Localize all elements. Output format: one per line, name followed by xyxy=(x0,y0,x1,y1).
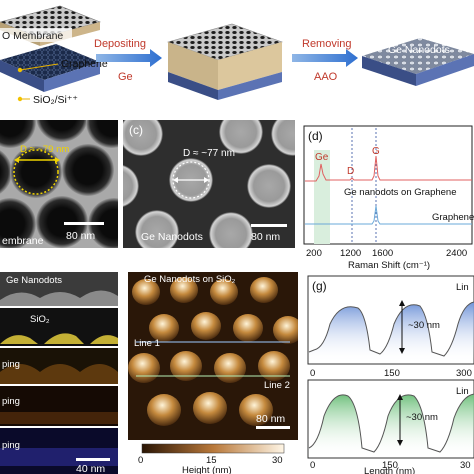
membrane-sem-image: D ≈ ~79 nm 80 nm embrane xyxy=(0,120,118,248)
scale-bar xyxy=(76,458,110,461)
membrane-label: O Membrane xyxy=(2,30,63,42)
afm-height-map: Ge Nanodots on SiO₂ Line 1 Line 2 80 nm … xyxy=(128,272,298,474)
colorbar-ticks: 0 15 30 xyxy=(138,455,283,466)
scale-bar xyxy=(251,224,287,227)
x-axis-label: Raman Shift (cm⁻¹) xyxy=(348,260,430,270)
scale-bar xyxy=(256,426,290,429)
pore-diameter-label: D ≈ ~79 nm xyxy=(20,144,69,155)
series-graphene xyxy=(305,205,472,225)
nanodots-caption: Ge Nanodots xyxy=(141,231,203,243)
pore-highlight-circle xyxy=(13,149,59,195)
tick-label: 0 xyxy=(310,460,315,471)
schematic-illustration: O Membrane Graphene SiO₂/Si⁺⁺ Depositing… xyxy=(0,5,474,106)
series1-label: Ge nanodots on Graphene xyxy=(344,187,457,198)
colorbar-label: Height (nm) xyxy=(182,465,232,474)
tick-label: 1600 xyxy=(372,248,393,259)
depositing-material: Ge xyxy=(118,71,133,83)
panel-d-raman: (d) Ge D G Ge nanodots on Graphene Graph… xyxy=(300,120,474,270)
tick-label: 200 xyxy=(306,248,322,259)
raman-chart: (d) Ge D G Ge nanodots on Graphene Graph… xyxy=(303,125,474,270)
eds-map-stack: Ge Nanodots SiO₂ ping ping ping 40 nm xyxy=(0,272,118,474)
substrate-label: SiO₂/Si⁺⁺ xyxy=(33,94,78,106)
removing-arrow xyxy=(292,49,358,67)
ge-peak-band xyxy=(314,150,330,244)
colorbar-tick: 0 xyxy=(138,455,143,466)
d-peak-label: D xyxy=(347,166,354,177)
deposited-membrane xyxy=(167,23,283,100)
panel-c-letter: (c) xyxy=(129,123,143,137)
series-ge-on-graphene xyxy=(305,155,472,182)
ge-peak-label: Ge xyxy=(315,152,329,163)
map3-label: ping xyxy=(2,440,20,451)
scale-bar-label: 80 nm xyxy=(256,413,285,425)
panel-b-sem-membrane: D ≈ ~79 nm 80 nm embrane xyxy=(0,120,118,248)
scale-bar-label: 40 nm xyxy=(76,463,105,474)
profile-2-height: ~30 nm xyxy=(406,412,438,423)
schematic-row: O Membrane Graphene SiO₂/Si⁺⁺ Depositing… xyxy=(0,0,474,118)
profile-1-ticks: 0 150 300 xyxy=(310,368,472,379)
tick-label: 1200 xyxy=(340,248,361,259)
tick-label: 150 xyxy=(382,460,398,471)
colorbar-tick: 30 xyxy=(272,455,283,466)
x-axis-ticks: 200 1200 1600 2400 xyxy=(306,248,467,259)
panel-g-profiles: ~30 nm (g) Lin 0 150 300 ~30 nm Lin 0 15… xyxy=(304,272,474,474)
line-1-label: Line 1 xyxy=(134,338,160,349)
map2-label: ping xyxy=(2,396,20,407)
graphene-substrate-layer xyxy=(0,44,100,92)
profile-x-label: Length (nm) xyxy=(364,466,415,474)
profile-line-2 xyxy=(308,393,474,453)
panel-d-letter: (d) xyxy=(308,129,323,143)
map1-label: ping xyxy=(2,359,20,370)
depositing-arrow xyxy=(96,49,162,67)
tick-label: 0 xyxy=(310,368,315,379)
g-peak-label: G xyxy=(372,146,380,157)
tick-label: 150 xyxy=(384,368,400,379)
panel-e-eds-maps: Ge Nanodots SiO₂ ping ping ping 40 nm xyxy=(0,272,118,474)
profile-line-1 xyxy=(308,301,474,357)
membrane-caption: embrane xyxy=(2,235,44,247)
profile-1-height: ~30 nm xyxy=(408,320,440,331)
removing-material: AAO xyxy=(314,71,338,83)
nanodots-label: Ge Nanodots xyxy=(388,44,450,56)
nanodot-array xyxy=(362,38,474,86)
scale-bar-label: 80 nm xyxy=(251,231,280,243)
panel-c-sem-nanodots: (c) D ≈ ~77 nm 80 nm Ge Nanodots xyxy=(123,120,295,248)
line-2-label: Line 2 xyxy=(264,380,290,391)
panel-f-afm: Ge Nanodots on SiO₂ Line 1 Line 2 80 nm … xyxy=(128,272,298,474)
tick-label: 2400 xyxy=(446,248,467,259)
profile-2-ticks: 0 150 30 xyxy=(310,460,471,471)
afm-title: Ge Nanodots on SiO₂ xyxy=(144,274,236,285)
depositing-label: Depositing xyxy=(94,38,146,50)
scale-bar-label: 80 nm xyxy=(66,230,95,242)
series2-label: Graphene xyxy=(432,212,474,223)
removing-label: Removing xyxy=(302,38,352,50)
height-profile-chart: ~30 nm (g) Lin 0 150 300 ~30 nm Lin 0 15… xyxy=(307,275,474,474)
nanodots-sem-image: (c) D ≈ ~77 nm 80 nm Ge Nanodots xyxy=(123,120,295,248)
profile-1-label: Lin xyxy=(456,282,469,293)
nanodots-label: Ge Nanodots xyxy=(6,275,62,286)
sio2-label: SiO₂ xyxy=(30,314,50,325)
tick-label: 300 xyxy=(456,368,472,379)
scale-bar xyxy=(64,222,104,225)
profile-2-label: Lin xyxy=(456,386,469,397)
panel-g-letter: (g) xyxy=(312,279,327,293)
tick-label: 30 xyxy=(460,460,471,471)
colorbar-tick: 15 xyxy=(206,455,217,466)
dot-diameter-label: D ≈ ~77 nm xyxy=(183,148,235,159)
height-colorbar xyxy=(141,443,285,454)
